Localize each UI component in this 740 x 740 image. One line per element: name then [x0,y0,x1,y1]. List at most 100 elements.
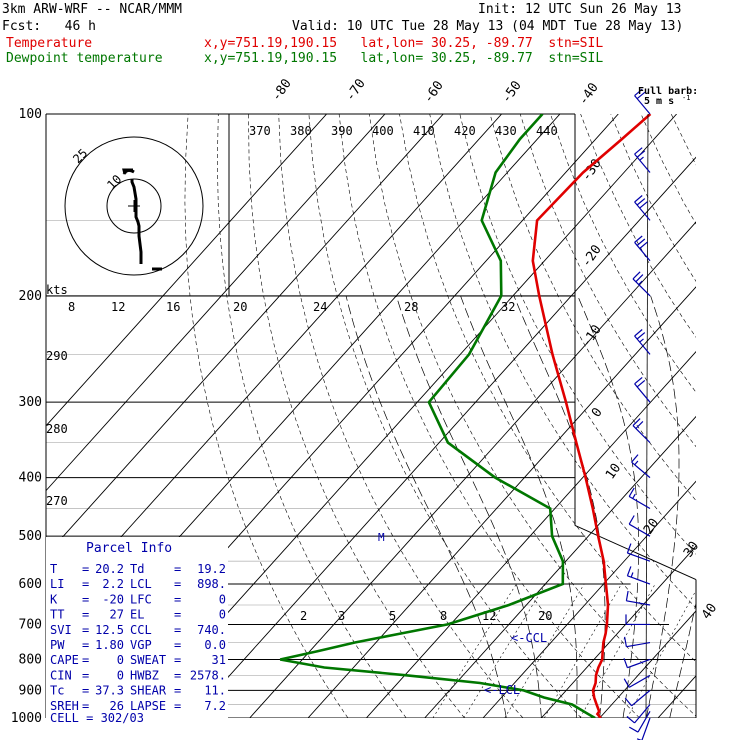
isotherm-label--60: -60 [421,78,447,106]
theta-label-410: 410 [413,124,435,138]
theta-label-380: 380 [290,124,312,138]
wind-barb-flag [634,147,643,155]
theta-label-370: 370 [249,124,271,138]
parcel-field-name: CIN [50,668,72,682]
wind-barb-flag [634,460,639,466]
isotherm [46,114,327,427]
hodograph-ring-label-10: 10 [104,172,124,192]
dry-adiabat [701,114,740,718]
dry-adiabat [338,114,640,718]
parcel-info-box: Parcel Info T = 20.2 Td = 19.2 LI = 2.2 LCL = 898. K =… [46,537,228,725]
parcel-field-name: CAPE [50,653,79,667]
parcel-field-name: Tc [50,684,64,698]
parcel-eq: = [82,668,89,682]
parcel-field-value: 12.5 [95,623,124,637]
parcel-eq: = [174,592,181,606]
parcel-eq: = [82,608,89,622]
wind-barb-staff [632,278,651,297]
isotherm-label-40: 40 [699,601,720,622]
isotherm-label--10: -10 [579,322,605,350]
pressure-label-500: 500 [19,529,42,544]
ccl-marker: <-CCL [511,631,547,645]
parcel-eq: = [82,684,89,698]
lcl-marker: <-LCL [484,683,520,697]
wind-barb-flag [629,726,639,733]
wind-barb-flag [636,238,646,246]
hodograph-ring-inner [106,178,162,234]
isotherm [46,114,386,492]
m-marker: M [378,531,385,544]
parcel-field-value: 31 [212,653,226,667]
mixing-ratio-top-28: 28 [404,300,418,314]
mixing-ratio-top-32: 32 [501,300,515,314]
parcel-field-name: SWEAT [130,653,166,667]
parcel-field-value: 26 [110,699,124,713]
parcel-eq: = [82,562,89,576]
parcel-field-value: 11. [204,684,226,698]
valid-time: Valid: 10 UTC Tue 28 May 13 (04 MDT Tue … [292,19,684,34]
wind-barb-flag [634,329,643,337]
theta-side-label-270: 270 [46,494,68,508]
parcel-field-value: 0 [219,608,226,622]
parcel-eq: = [82,623,89,637]
wind-barb-staff [626,600,651,606]
mixing-ratio-top-12: 12 [111,300,125,314]
mixing-ratio-line [544,583,622,718]
wind-barb-flag [639,241,648,249]
dewpoint-legend-info: x,y=751.19,190.15 lat,lon= 30.25, -89.77… [204,51,604,66]
parcel-field-name: TT [50,608,64,622]
parcel-eq: = [174,699,181,713]
parcel-eq: = [174,577,181,591]
pressure-label-200: 200 [19,289,42,304]
wind-barb-staff [628,674,651,688]
isotherm [716,114,740,718]
model-title: 3km ARW-WRF -- NCAR/MMM [2,2,183,17]
parcel-box-bg [46,537,228,718]
isotherm-label--40: -40 [576,80,602,108]
isotherm [249,221,696,718]
dry-adiabat [429,114,696,609]
dry-adiabat [580,114,696,338]
mixing-ratio-bottom-20: 20 [538,609,552,623]
parcel-field-name: SVI [50,623,72,637]
parcel-title: Parcel Info [86,541,172,556]
wind-barb-flag [639,338,644,343]
dry-adiabat [369,114,696,717]
moist-adiabat [577,295,639,718]
parcel-field-name: EL [130,608,144,622]
isotherm [46,114,444,557]
mixing-ratio-line [626,589,696,718]
parcel-field-name: VGP [130,638,152,652]
wind-barb-flag [628,487,635,497]
parcel-eq: = [174,562,181,576]
hodograph-ring-outer [64,136,204,276]
wind-barb-staff [627,552,651,562]
moist-adiabat [460,295,578,718]
pressure-label-700: 700 [19,617,42,632]
parcel-field-name: T [50,562,57,576]
parcel-field-name: CCL [130,623,152,637]
mixing-ratio-top-16: 16 [166,300,180,314]
wind-barb-staff [627,658,651,669]
barb-axis [645,113,649,719]
wind-barb-flag [625,590,629,601]
theta-side-label-290: 290 [46,349,68,363]
parcel-eq: = [82,653,89,667]
pressure-label-100: 100 [19,107,42,122]
wind-barb-staff [631,689,651,707]
mixing-ratio-bottom-2: 2 [300,609,307,623]
parcel-field-name: LCL [130,577,152,591]
isotherm-label--80: -80 [269,76,295,104]
dry-adiabat [489,114,696,501]
wind-barbs [623,88,651,740]
wind-barb-flag [626,543,632,554]
wind-barb-staff [632,425,651,444]
parcel-field-name: SHEAR [130,684,167,698]
wind-barb-flag [636,91,646,100]
isotherm [307,286,696,718]
init-time: Init: 12 UTC Sun 26 May 13 [478,2,682,17]
moist-adiabat [513,295,606,718]
hodograph-ring-label-25: 25 [70,146,90,166]
parcel-eq: = [82,577,89,591]
wind-barb-staff [628,495,651,510]
